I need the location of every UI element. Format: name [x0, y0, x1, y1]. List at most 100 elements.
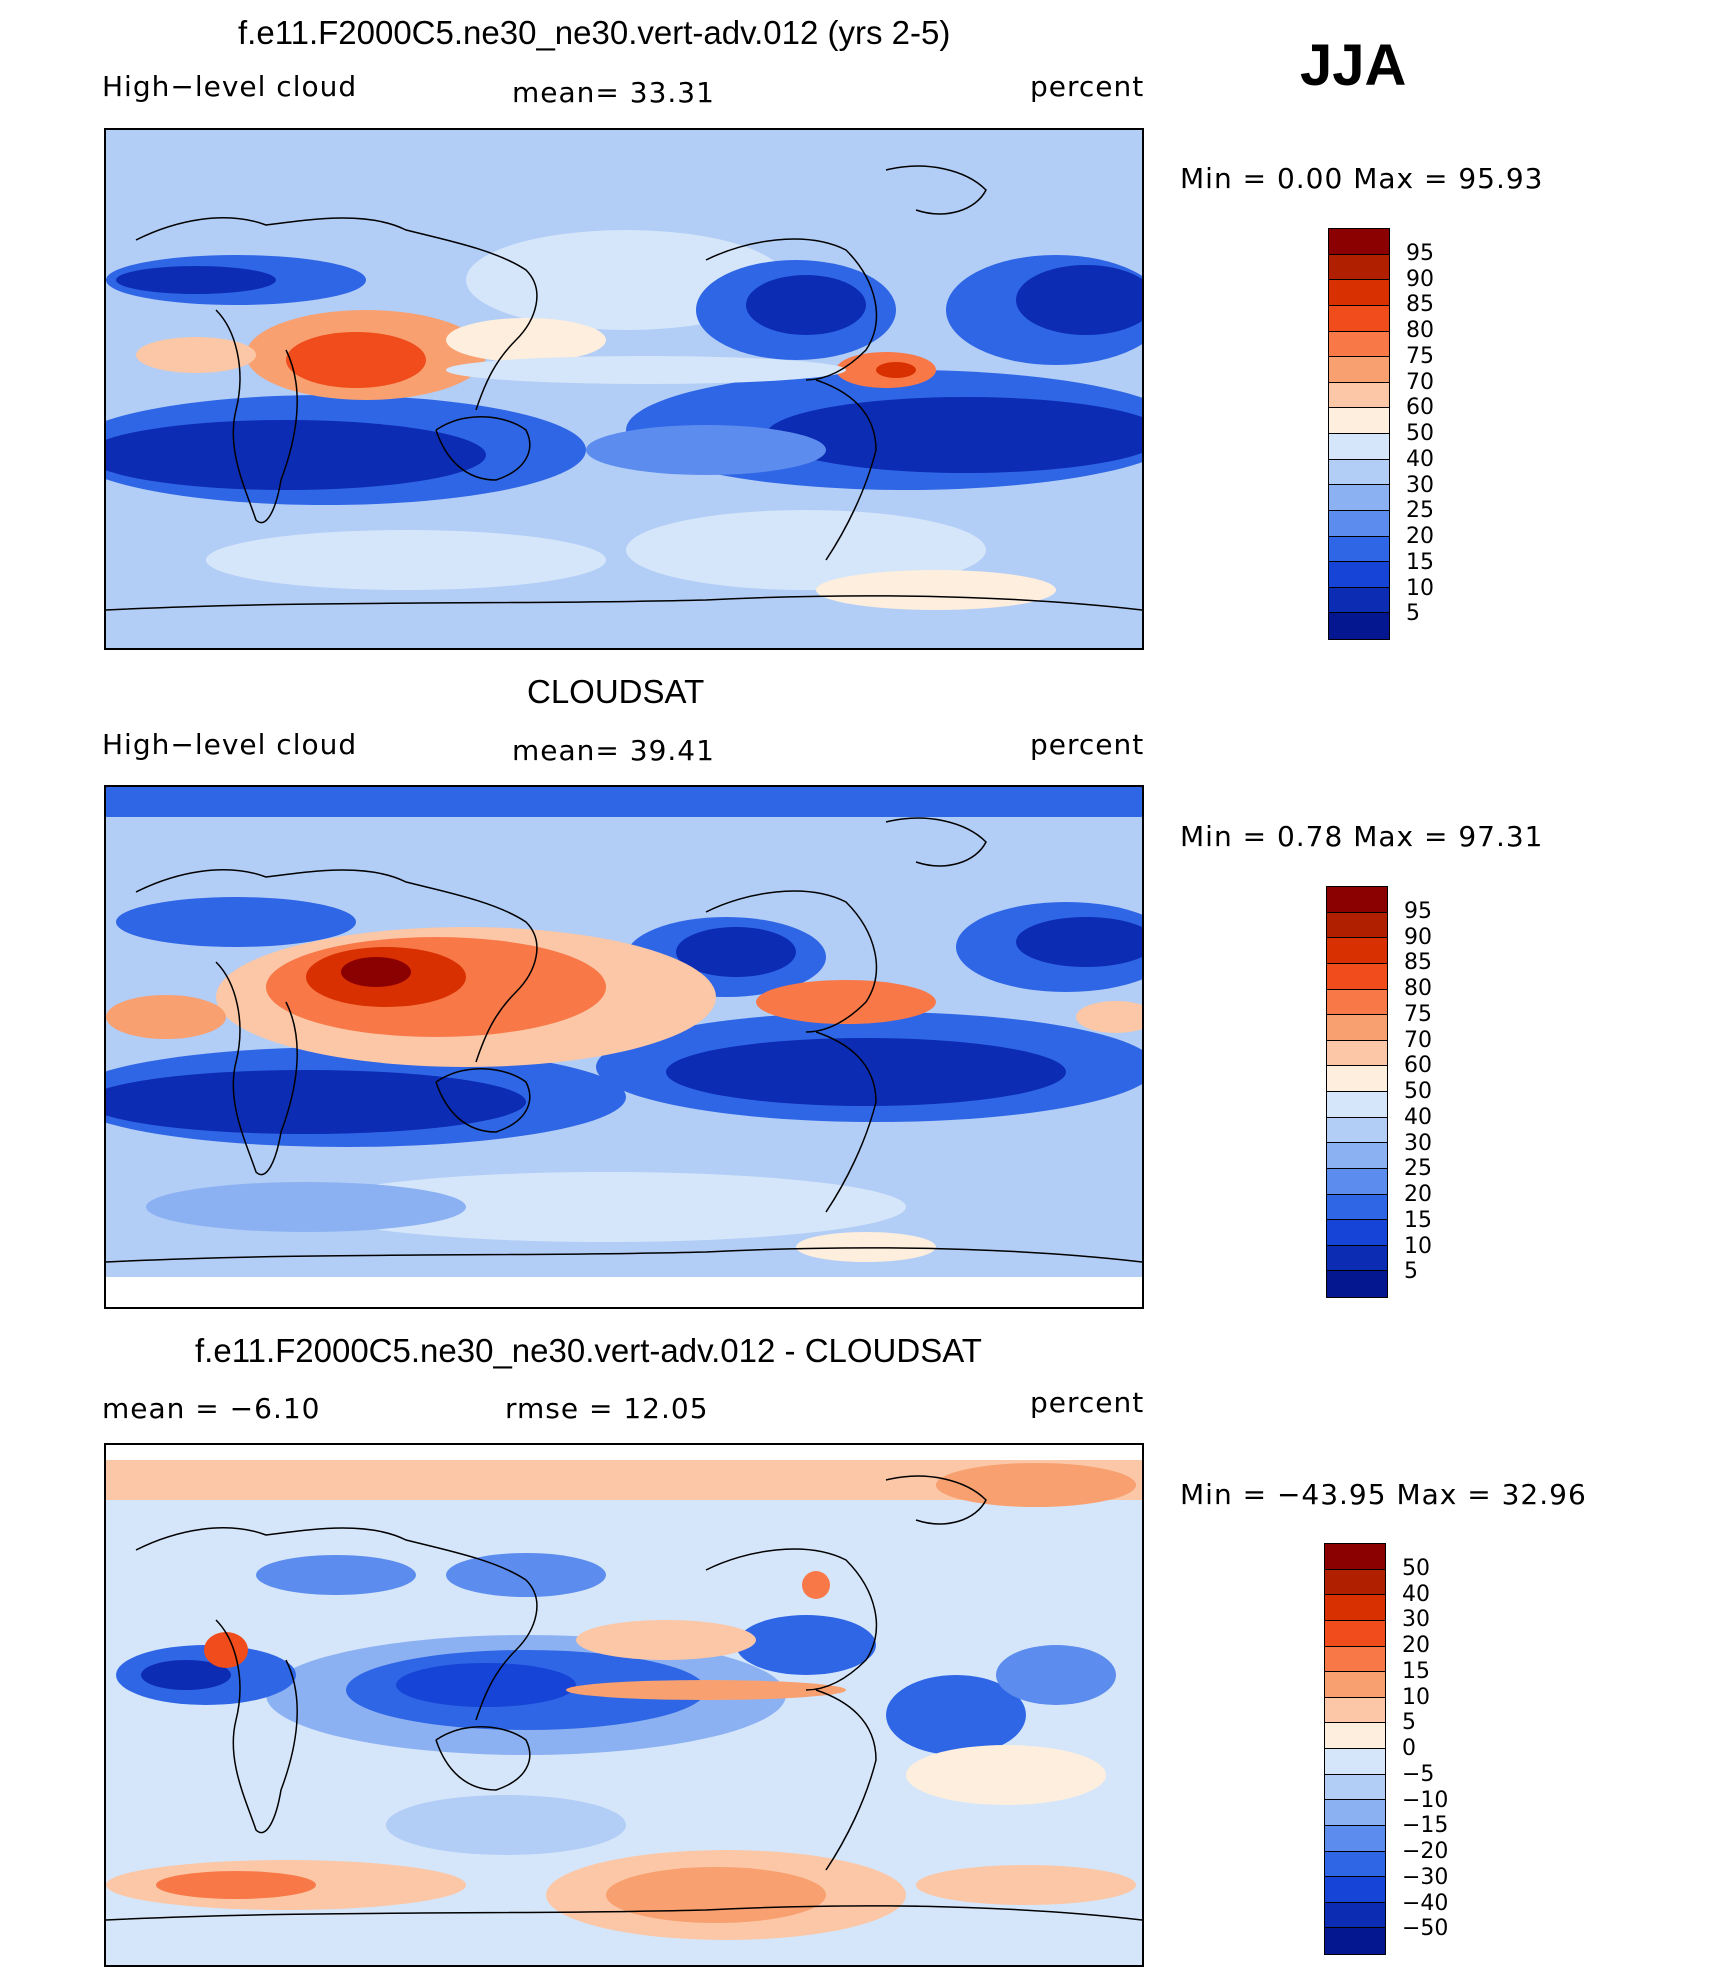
season-label: JJA [1300, 33, 1407, 98]
colorbar-tick-label: −5 [1402, 1761, 1435, 1787]
colorbar-swatch [1329, 510, 1389, 537]
panel-1-minmax: Min = 0.00 Max = 95.93 [1180, 162, 1544, 195]
colorbar-swatch [1325, 1877, 1385, 1903]
colorbar-swatch [1325, 1928, 1385, 1954]
panel-2-mean-label: mean= 39.41 [512, 734, 715, 767]
colorbar-tick-label: 30 [1404, 1130, 1432, 1156]
colorbar-tick-label: 15 [1406, 549, 1434, 575]
colorbar-tick-label: 75 [1406, 343, 1434, 369]
colorbar-tick-label: 30 [1406, 472, 1434, 498]
panel-3-minmax: Min = −43.95 Max = 32.96 [1180, 1478, 1587, 1511]
colorbar-swatch [1329, 331, 1389, 358]
colorbar-swatch [1329, 613, 1389, 639]
colorbar-tick-label: 50 [1404, 1079, 1432, 1104]
panel-1-map [104, 128, 1144, 650]
colorbar-swatch [1329, 357, 1389, 383]
panel-1-mean-label: mean= 33.31 [512, 76, 715, 109]
colorbar-swatch [1329, 280, 1389, 306]
colorbar-tick-label: 95 [1404, 898, 1432, 924]
colorbar-swatch [1327, 989, 1387, 1016]
colorbar-swatch [1325, 1902, 1385, 1929]
colorbar-swatch [1327, 1066, 1387, 1092]
colorbar-swatch [1329, 536, 1389, 563]
colorbar-tick-label: 20 [1404, 1182, 1432, 1207]
colorbar-swatch [1329, 485, 1389, 511]
colorbar-tick-label: 60 [1404, 1053, 1432, 1079]
colorbar-swatch [1327, 1220, 1387, 1246]
colorbar-swatch [1325, 1569, 1385, 1596]
panel-1-map-svg [106, 130, 1142, 648]
colorbar-tick-label: 20 [1406, 524, 1434, 549]
colorbar-tick-label: 85 [1406, 292, 1434, 318]
colorbar-swatch [1327, 1040, 1387, 1067]
colorbar-tick-label: 90 [1406, 266, 1434, 292]
colorbar-swatch [1325, 1723, 1385, 1749]
colorbar-swatch [1329, 434, 1389, 460]
colorbar-tick-label: 40 [1402, 1581, 1430, 1607]
colorbar-tick-label: −30 [1402, 1864, 1449, 1890]
colorbar-tick-label: −20 [1402, 1839, 1449, 1864]
colorbar-swatch [1327, 963, 1387, 990]
colorbar-swatch [1327, 912, 1387, 939]
colorbar-tick-label: 5 [1406, 601, 1420, 627]
colorbar-swatch [1329, 382, 1389, 409]
panel-1-units-label: percent [1030, 70, 1145, 103]
panel-2-minmax: Min = 0.78 Max = 97.31 [1180, 820, 1544, 853]
colorbar-tick-label: 5 [1404, 1259, 1418, 1285]
panel-1-colorbar [1328, 228, 1390, 640]
colorbar-tick-label: 40 [1406, 446, 1434, 472]
colorbar-tick-label: 10 [1406, 575, 1434, 601]
colorbar-swatch [1325, 1697, 1385, 1724]
colorbar-tick-label: 25 [1406, 498, 1434, 524]
panel-3-rmse-label: rmse = 12.05 [505, 1392, 709, 1425]
colorbar-tick-label: −15 [1402, 1813, 1449, 1839]
colorbar-swatch [1325, 1672, 1385, 1698]
colorbar-tick-label: 15 [1404, 1207, 1432, 1233]
colorbar-tick-label: −40 [1402, 1890, 1449, 1916]
panel-1-variable-label: High−level cloud [102, 70, 358, 103]
colorbar-swatch [1325, 1620, 1385, 1647]
colorbar-swatch [1329, 459, 1389, 486]
colorbar-tick-label: 75 [1404, 1001, 1432, 1027]
colorbar-swatch [1329, 408, 1389, 434]
panel-3-colorbar-labels: 50 40 30 20 15 10 5 0 −5 −10 −15 −20 −30 −40 −50 [1402, 1543, 1482, 1955]
colorbar-tick-label: 20 [1402, 1633, 1430, 1658]
colorbar-swatch [1325, 1851, 1385, 1878]
colorbar-tick-label: 15 [1402, 1658, 1430, 1684]
colorbar-tick-label: −50 [1402, 1916, 1449, 1942]
colorbar-swatch [1329, 562, 1389, 588]
colorbar-swatch [1329, 229, 1389, 255]
colorbar-tick-label: 10 [1402, 1684, 1430, 1710]
panel-3-map [104, 1443, 1144, 1967]
panel-2-title: CLOUDSAT [527, 673, 705, 710]
colorbar-swatch [1325, 1646, 1385, 1673]
colorbar-tick-label: 90 [1404, 924, 1432, 950]
panel-2-map [104, 785, 1144, 1309]
panel-3-map-svg [106, 1445, 1142, 1965]
colorbar-tick-label: 95 [1406, 240, 1434, 266]
panel-2-variable-label: High−level cloud [102, 728, 358, 761]
colorbar-swatch [1327, 938, 1387, 964]
colorbar-swatch [1325, 1749, 1385, 1775]
colorbar-tick-label: 50 [1402, 1555, 1430, 1581]
colorbar-swatch [1327, 1015, 1387, 1041]
colorbar-tick-label: 80 [1404, 976, 1432, 1001]
panel-2-map-svg [106, 787, 1142, 1307]
panel-1-colorbar-labels: 95 90 85 80 75 70 60 50 40 30 25 20 15 10 5 [1406, 228, 1466, 640]
colorbar-tick-label: 30 [1402, 1607, 1430, 1633]
colorbar-tick-label: 10 [1404, 1233, 1432, 1259]
panel-1-title: f.e11.F2000C5.ne30_ne30.vert-adv.012 (yr… [238, 14, 951, 51]
colorbar-swatch [1327, 1271, 1387, 1297]
colorbar-swatch [1327, 1092, 1387, 1118]
colorbar-tick-label: 70 [1406, 369, 1434, 395]
colorbar-swatch [1329, 305, 1389, 332]
colorbar-swatch [1327, 1168, 1387, 1195]
panel-3-title: f.e11.F2000C5.ne30_ne30.vert-adv.012 - C… [195, 1332, 982, 1369]
colorbar-tick-label: −10 [1402, 1787, 1449, 1813]
colorbar-swatch [1329, 587, 1389, 614]
colorbar-tick-label: 60 [1406, 395, 1434, 421]
panel-3-mean-label: mean = −6.10 [102, 1392, 321, 1425]
colorbar-swatch [1327, 1143, 1387, 1169]
panel-2-colorbar [1326, 886, 1388, 1298]
panel-2-units-label: percent [1030, 728, 1145, 761]
